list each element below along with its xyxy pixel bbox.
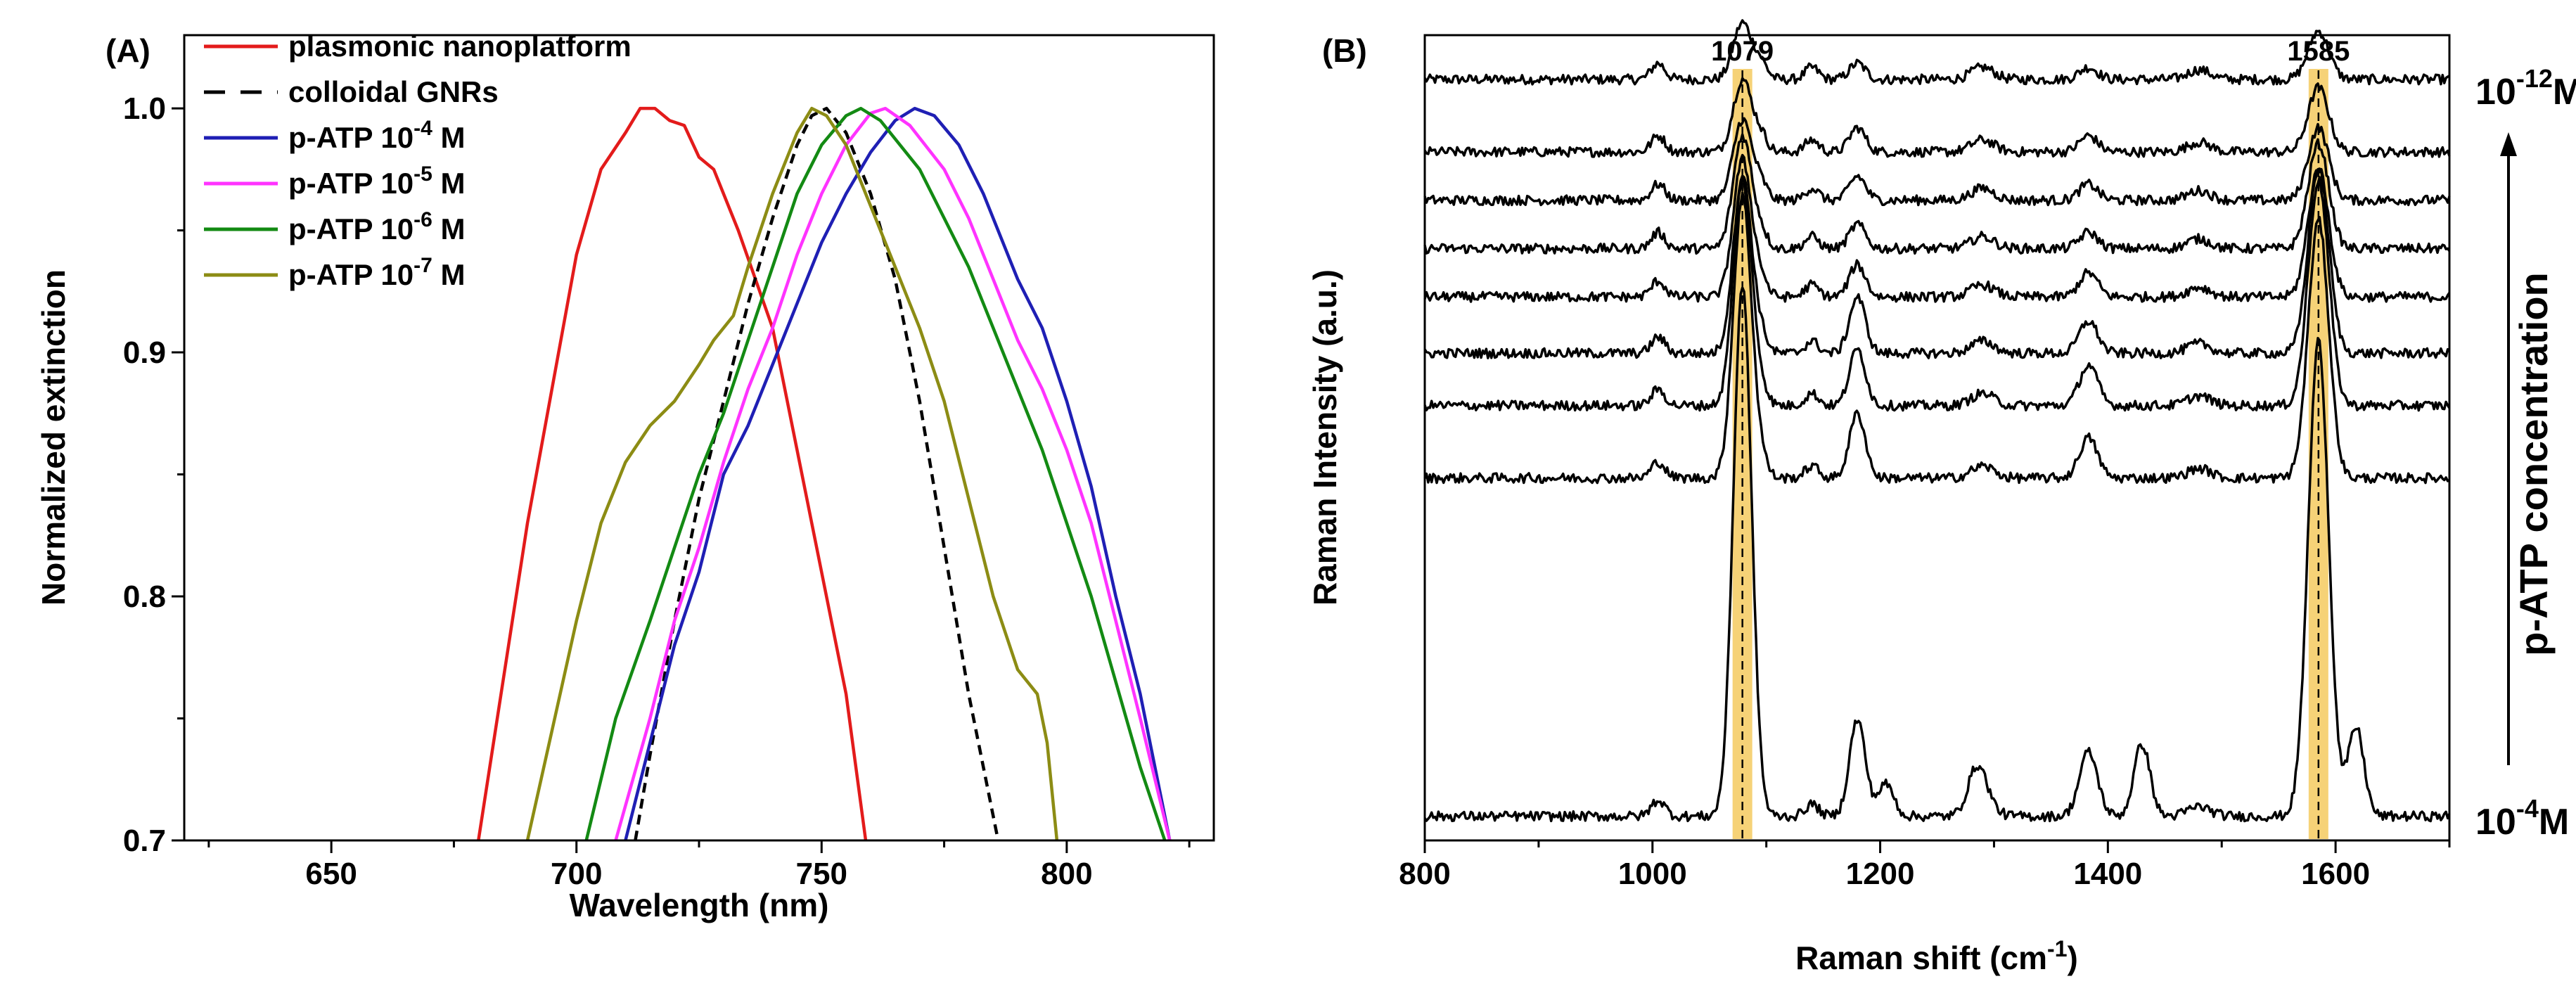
top-concentration-label: 10-12M (2475, 64, 2576, 113)
peak-label-1079: 1079 (1711, 36, 1774, 67)
panel-b-xlabel: Raman shift (cm-1) (1795, 936, 2078, 976)
panel-a-chart: (A) 650 700 750 800 0.7 0.8 0.9 1.0 plasmonic n… (35, 30, 1215, 923)
y-tick-label: 0.8 (123, 580, 166, 614)
series-atp7 (525, 106, 1059, 841)
panel-b-peak-labels: 1079 1585 (1711, 36, 2350, 67)
bottom-concentration-label: 10-4M (2475, 794, 2569, 843)
panel-b-spectra (1423, 19, 2451, 823)
peak-label-1585: 1585 (2287, 36, 2350, 67)
x-tick-label: 1600 (2301, 857, 2370, 891)
y-tick-label: 0.7 (123, 824, 166, 858)
series-atp4 (624, 106, 1172, 841)
panel-a-ticks: 650 700 750 800 0.7 0.8 0.9 1.0 (123, 91, 1191, 891)
y-tick-label: 0.9 (123, 335, 166, 370)
x-tick-label: 1000 (1618, 857, 1687, 891)
legend-label-colloidal: colloidal GNRs (288, 75, 499, 108)
x-tick-label: 650 (305, 857, 357, 891)
raman-spectrum-1 (1423, 77, 2451, 158)
panel-a-series (477, 106, 1172, 841)
x-tick-label: 800 (1041, 857, 1092, 891)
x-tick-label: 700 (551, 857, 602, 891)
panel-b-label: (B) (1322, 32, 1367, 69)
raman-spectrum-6 (1423, 175, 2451, 412)
panel-a-xlabel: Wavelength (nm) (570, 887, 829, 923)
raman-spectrum-8 (1423, 286, 2451, 823)
x-tick-label: 800 (1399, 857, 1450, 891)
series-atp6 (584, 106, 1167, 841)
concentration-axis-label: p-ATP concentration (2511, 272, 2556, 656)
raman-spectrum-3 (1423, 133, 2451, 255)
legend-label-atp5: p-ATP 10-5 M (288, 162, 466, 200)
series-atp5 (614, 106, 1172, 841)
panel-a-legend: plasmonic nanoplatform colloidal GNRs p-AT… (204, 30, 632, 291)
raman-spectrum-4 (1423, 153, 2451, 303)
panel-b-ticks: 800 1000 1200 1400 1600 (1399, 840, 2451, 891)
raman-spectrum-5 (1423, 167, 2451, 359)
series-colloidal (634, 106, 1000, 841)
panel-b-frame (1423, 34, 2451, 842)
y-tick-label: 1.0 (123, 91, 166, 126)
panel-a-ylabel: Normalized extinction (35, 269, 72, 606)
series-plasmonic (477, 106, 868, 841)
legend-label-plasmonic: plasmonic nanoplatform (288, 30, 632, 63)
panel-b-peak-highlights (1732, 69, 2328, 839)
raman-spectrum-2 (1423, 117, 2451, 207)
panel-b-ylabel: Raman Intensity (a.u.) (1307, 269, 1343, 606)
panel-a-label: (A) (105, 32, 150, 69)
legend-label-atp7: p-ATP 10-7 M (288, 254, 466, 291)
legend-label-atp4: p-ATP 10-4 M (288, 117, 466, 154)
raman-spectrum-0 (1423, 19, 2450, 86)
x-tick-label: 1200 (1846, 857, 1915, 891)
x-tick-label: 1400 (2073, 857, 2142, 891)
concentration-arrow-head (2500, 132, 2517, 156)
raman-spectrum-7 (1423, 191, 2450, 485)
legend-label-atp6: p-ATP 10-6 M (288, 208, 466, 245)
panel-b-chart: (B) 800 1000 1200 1400 1600 1079 1585 Raman s… (1307, 19, 2576, 976)
x-tick-label: 750 (796, 857, 847, 891)
